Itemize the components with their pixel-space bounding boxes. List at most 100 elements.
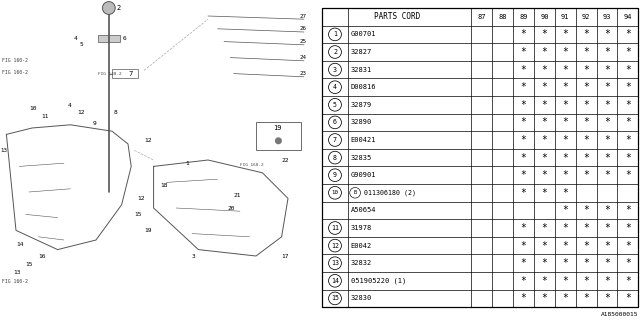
Text: *: * [604,82,610,92]
Text: 7: 7 [333,137,337,143]
Text: 32879: 32879 [351,102,372,108]
Text: 88: 88 [499,14,507,20]
Text: *: * [625,241,631,251]
Text: *: * [520,100,527,110]
Text: *: * [563,117,568,127]
Text: *: * [563,205,568,215]
Text: *: * [583,258,589,268]
Text: *: * [541,188,547,198]
Text: *: * [541,47,547,57]
Text: 27: 27 [300,13,306,19]
Text: 91: 91 [561,14,570,20]
Text: 90: 90 [540,14,548,20]
Text: 32831: 32831 [351,67,372,73]
Text: *: * [625,100,631,110]
Text: 92: 92 [582,14,591,20]
Text: *: * [583,205,589,215]
Text: *: * [604,276,610,286]
Text: *: * [604,223,610,233]
Text: *: * [563,223,568,233]
Text: *: * [541,241,547,251]
Text: 15: 15 [134,212,142,217]
Text: *: * [583,135,589,145]
Text: *: * [520,47,527,57]
Text: 15: 15 [26,261,33,267]
Text: *: * [563,170,568,180]
Text: 4: 4 [74,36,77,41]
Text: 12: 12 [331,243,339,249]
Text: 051905220 (1): 051905220 (1) [351,277,406,284]
Text: 10: 10 [29,106,36,111]
Text: *: * [563,293,568,303]
Text: *: * [625,65,631,75]
Text: 19: 19 [274,125,282,131]
Text: 3: 3 [333,67,337,73]
Text: 1: 1 [333,31,337,37]
Text: *: * [541,153,547,163]
Text: 10: 10 [332,190,339,195]
Text: *: * [583,117,589,127]
Text: 22: 22 [282,157,289,163]
Text: *: * [625,153,631,163]
Text: *: * [604,117,610,127]
Text: 12: 12 [77,109,84,115]
Text: FIG 160-2: FIG 160-2 [2,58,28,63]
Text: *: * [563,241,568,251]
Text: *: * [563,47,568,57]
Text: *: * [541,117,547,127]
Text: *: * [541,170,547,180]
Text: *: * [563,29,568,39]
Text: 21: 21 [234,193,241,198]
Text: *: * [625,258,631,268]
Text: *: * [520,241,527,251]
Text: *: * [520,293,527,303]
Text: 87: 87 [477,14,486,20]
Text: 24: 24 [300,55,306,60]
Text: *: * [563,100,568,110]
Text: 9: 9 [93,121,97,126]
Text: 3: 3 [192,253,196,259]
Text: *: * [520,29,527,39]
Text: 25: 25 [300,39,306,44]
Circle shape [275,137,282,144]
Text: 15: 15 [331,295,339,301]
Text: 13: 13 [13,269,20,275]
Text: *: * [604,29,610,39]
Text: 32827: 32827 [351,49,372,55]
Text: *: * [604,153,610,163]
Text: 26: 26 [300,26,306,31]
Text: 5: 5 [80,42,84,47]
Text: 31978: 31978 [351,225,372,231]
Text: *: * [541,293,547,303]
Text: *: * [541,29,547,39]
Text: 32832: 32832 [351,260,372,266]
Text: 89: 89 [519,14,528,20]
Text: 32830: 32830 [351,295,372,301]
Text: *: * [583,223,589,233]
Text: *: * [541,223,547,233]
Text: D00816: D00816 [351,84,376,90]
Text: E0042: E0042 [351,243,372,249]
Text: 12: 12 [144,138,152,143]
Text: 011306180 (2): 011306180 (2) [364,189,416,196]
Text: 4: 4 [333,84,337,90]
Text: *: * [604,170,610,180]
Text: *: * [520,65,527,75]
Text: *: * [520,170,527,180]
Text: *: * [625,135,631,145]
Text: *: * [520,117,527,127]
Text: FIG 140-2: FIG 140-2 [97,72,121,76]
Text: *: * [625,82,631,92]
Text: 32835: 32835 [351,155,372,161]
Text: 11: 11 [42,114,49,119]
Text: 17: 17 [282,253,289,259]
Text: G00701: G00701 [351,31,376,37]
Text: 4: 4 [67,103,71,108]
Text: FIG 160-2: FIG 160-2 [240,163,264,167]
Text: *: * [563,276,568,286]
Text: *: * [563,258,568,268]
Text: *: * [541,82,547,92]
Text: 20: 20 [227,205,235,211]
Text: 2: 2 [333,49,337,55]
Text: 13: 13 [331,260,339,266]
